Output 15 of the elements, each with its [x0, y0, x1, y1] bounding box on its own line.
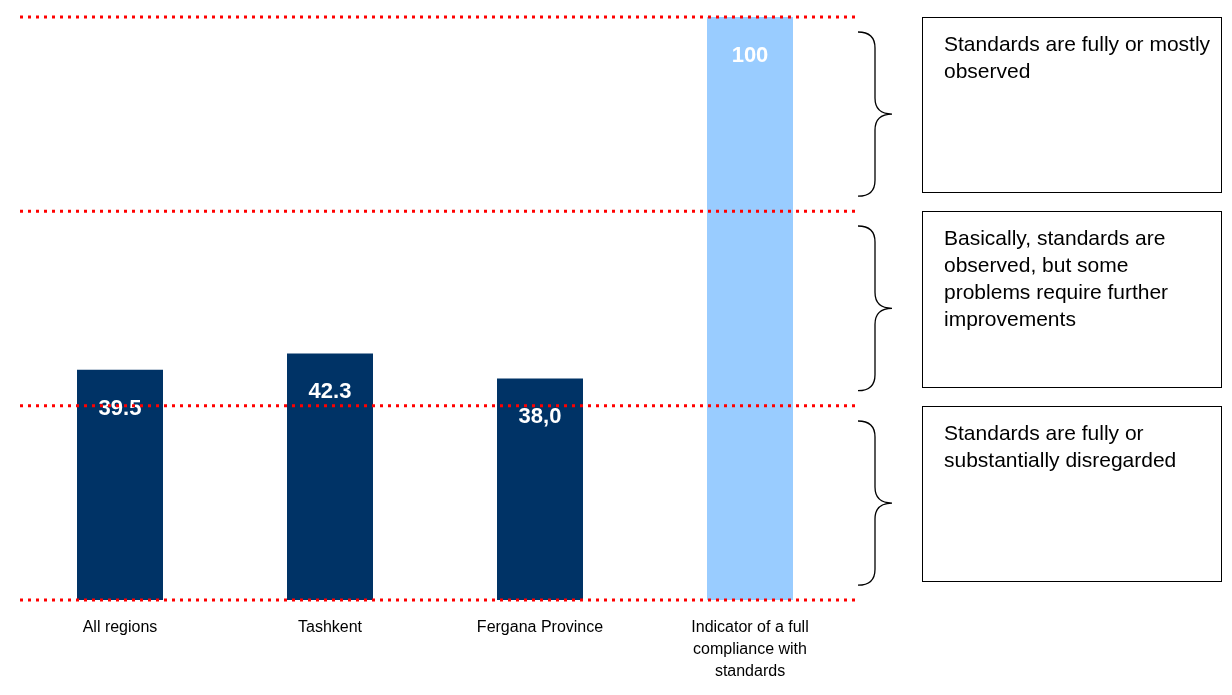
bar: [77, 369, 163, 600]
bar: [707, 17, 793, 600]
data-label: 39.5: [98, 394, 142, 420]
data-label: 42.3: [308, 378, 352, 404]
bar: [287, 353, 373, 600]
data-label: 100: [731, 42, 769, 67]
x-tick-label: Tashkent: [297, 617, 363, 635]
text-box: Standards are fully or mostly observed: [922, 17, 1222, 194]
text-box: Standards are fully or substantially disregarded: [922, 405, 1222, 582]
x-tick-label: All regions: [82, 617, 158, 635]
text-box: Basically, standards are observed, but some problems require further improvements: [922, 211, 1222, 388]
x-tick-label: Indicator of a full compliance with standards: [691, 617, 809, 679]
x-tick-label: Fergana Province: [476, 617, 604, 635]
data-label: 38,0: [518, 403, 562, 429]
bar: [497, 378, 583, 600]
